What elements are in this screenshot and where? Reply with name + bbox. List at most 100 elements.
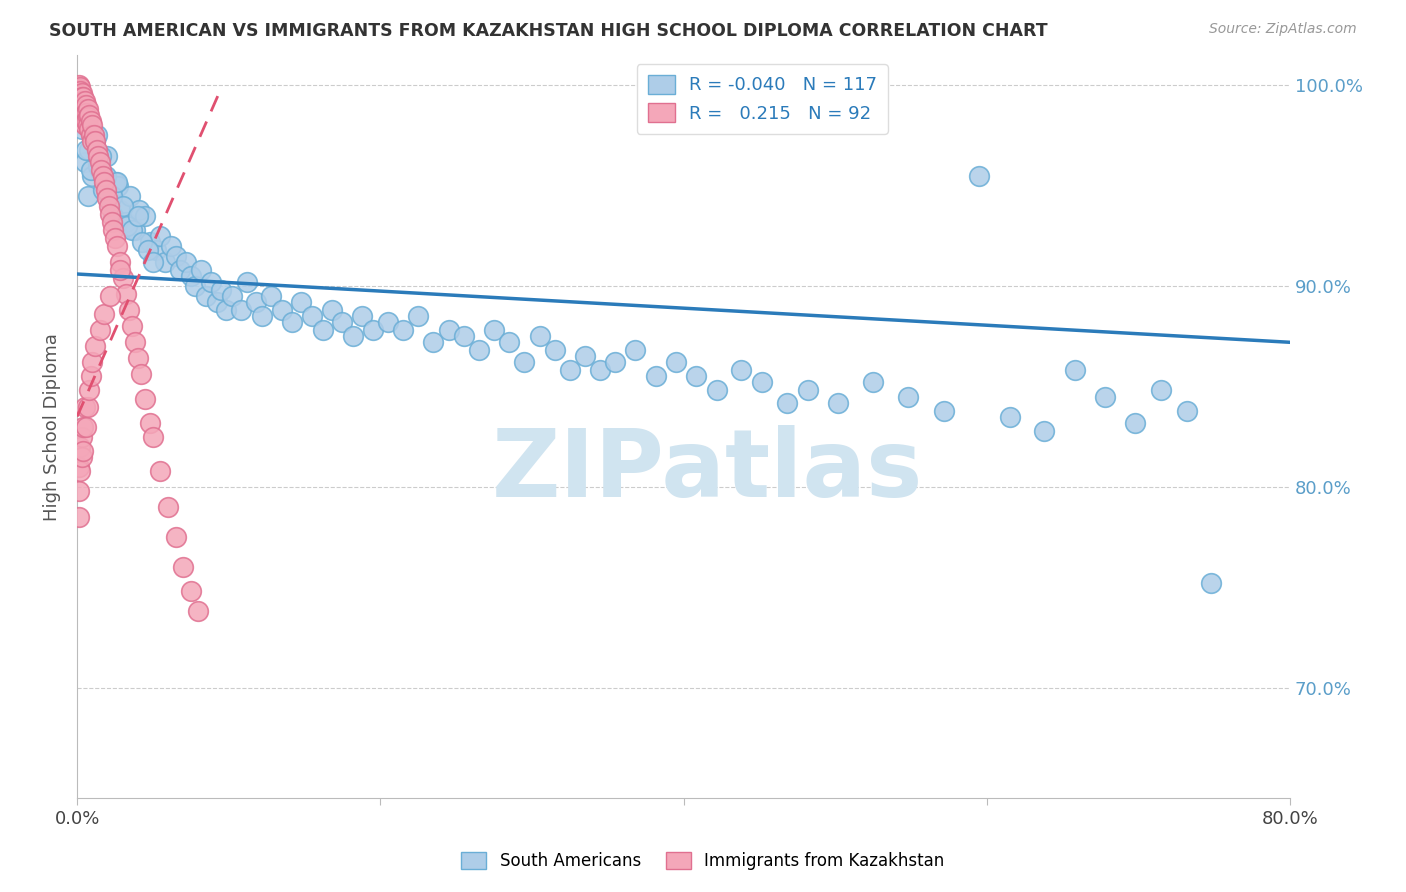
Point bbox=[73, 103, 96, 117]
Y-axis label: High School Diploma: High School Diploma bbox=[44, 333, 60, 521]
Point bbox=[301, 309, 323, 323]
Point bbox=[139, 416, 162, 430]
Point bbox=[70, 450, 93, 464]
Point bbox=[453, 329, 475, 343]
Point bbox=[190, 263, 212, 277]
Point bbox=[73, 95, 96, 109]
Point bbox=[468, 343, 491, 358]
Point bbox=[194, 289, 217, 303]
Point bbox=[69, 84, 91, 98]
Point bbox=[93, 175, 115, 189]
Point bbox=[100, 207, 122, 221]
Point bbox=[342, 329, 364, 343]
Point bbox=[134, 392, 156, 406]
Point bbox=[321, 303, 343, 318]
Point bbox=[352, 309, 374, 323]
Point bbox=[73, 154, 96, 169]
Legend: South Americans, Immigrants from Kazakhstan: South Americans, Immigrants from Kazakhs… bbox=[454, 845, 952, 877]
Point bbox=[706, 384, 728, 398]
Point bbox=[67, 483, 90, 498]
Point bbox=[72, 98, 94, 112]
Point bbox=[1150, 384, 1173, 398]
Point bbox=[104, 231, 127, 245]
Point bbox=[160, 239, 183, 253]
Point bbox=[70, 87, 93, 101]
Point bbox=[82, 355, 104, 369]
Point bbox=[165, 249, 187, 263]
Point bbox=[270, 303, 292, 318]
Point bbox=[111, 271, 134, 285]
Point bbox=[236, 275, 259, 289]
Point bbox=[157, 500, 180, 514]
Point bbox=[69, 114, 91, 128]
Point bbox=[149, 464, 172, 478]
Point bbox=[574, 349, 596, 363]
Point bbox=[482, 323, 505, 337]
Point bbox=[797, 384, 820, 398]
Point bbox=[124, 223, 146, 237]
Point bbox=[1094, 390, 1116, 404]
Point bbox=[131, 235, 153, 249]
Point bbox=[392, 323, 415, 337]
Point bbox=[100, 194, 122, 209]
Point bbox=[72, 443, 94, 458]
Point bbox=[97, 188, 120, 202]
Point bbox=[105, 175, 128, 189]
Text: Source: ZipAtlas.com: Source: ZipAtlas.com bbox=[1209, 22, 1357, 37]
Point bbox=[69, 98, 91, 112]
Point bbox=[645, 369, 668, 384]
Point bbox=[111, 199, 134, 213]
Point bbox=[558, 363, 581, 377]
Point bbox=[312, 323, 335, 337]
Point bbox=[67, 87, 90, 101]
Text: SOUTH AMERICAN VS IMMIGRANTS FROM KAZAKHSTAN HIGH SCHOOL DIPLOMA CORRELATION CHA: SOUTH AMERICAN VS IMMIGRANTS FROM KAZAKH… bbox=[49, 22, 1047, 40]
Point bbox=[544, 343, 567, 358]
Point bbox=[76, 103, 98, 117]
Point bbox=[1199, 576, 1222, 591]
Point bbox=[67, 510, 90, 524]
Point bbox=[91, 183, 114, 197]
Point bbox=[72, 111, 94, 125]
Point bbox=[96, 148, 118, 162]
Point bbox=[605, 355, 627, 369]
Point bbox=[93, 169, 115, 183]
Point bbox=[103, 223, 125, 237]
Point bbox=[377, 315, 399, 329]
Point bbox=[215, 303, 238, 318]
Point bbox=[245, 295, 267, 310]
Point bbox=[685, 369, 707, 384]
Point bbox=[77, 122, 100, 136]
Point bbox=[80, 162, 103, 177]
Point bbox=[87, 148, 110, 162]
Point bbox=[82, 135, 104, 149]
Point bbox=[67, 98, 90, 112]
Point bbox=[187, 604, 209, 618]
Point bbox=[80, 369, 103, 384]
Point bbox=[513, 355, 536, 369]
Point bbox=[169, 263, 191, 277]
Point bbox=[101, 215, 124, 229]
Point bbox=[67, 78, 90, 93]
Point bbox=[730, 363, 752, 377]
Point bbox=[221, 289, 243, 303]
Point bbox=[76, 188, 98, 202]
Point bbox=[76, 111, 98, 125]
Point bbox=[105, 239, 128, 253]
Point bbox=[100, 289, 122, 303]
Point bbox=[1125, 416, 1147, 430]
Point bbox=[73, 400, 96, 414]
Point bbox=[84, 135, 107, 149]
Point bbox=[67, 82, 90, 96]
Point bbox=[153, 255, 176, 269]
Point bbox=[142, 430, 165, 444]
Point bbox=[72, 419, 94, 434]
Point bbox=[83, 128, 105, 143]
Point bbox=[1033, 424, 1056, 438]
Point bbox=[76, 400, 98, 414]
Point bbox=[75, 98, 97, 112]
Point bbox=[69, 92, 91, 106]
Point bbox=[121, 319, 143, 334]
Point bbox=[108, 263, 131, 277]
Point bbox=[93, 307, 115, 321]
Point bbox=[73, 108, 96, 122]
